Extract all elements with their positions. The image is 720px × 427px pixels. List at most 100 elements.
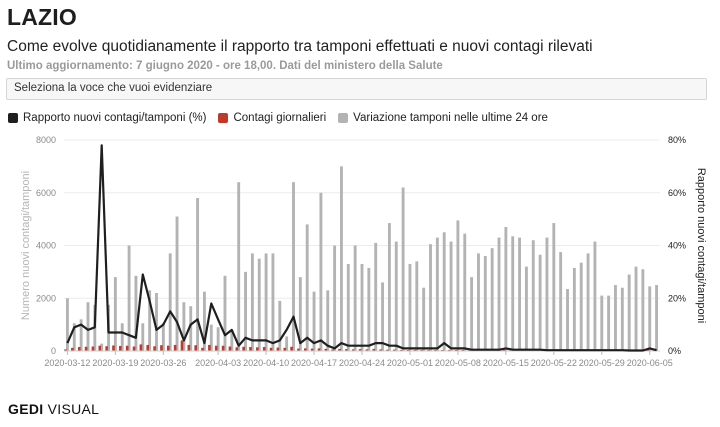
bar-tests <box>292 182 295 351</box>
bar-tests <box>346 263 350 351</box>
bar-tests <box>614 285 617 351</box>
bar-tests <box>470 277 474 351</box>
bar-tests <box>538 254 542 351</box>
y-right-tick-label: 20% <box>668 293 686 303</box>
bar-tests <box>415 261 419 351</box>
bar-tests <box>579 262 583 351</box>
bar-cases <box>112 345 115 351</box>
x-tick-label: 2020-03-19 <box>92 358 138 368</box>
bar-cases <box>194 345 197 351</box>
publisher-logo: GEDI VISUAL <box>8 401 99 417</box>
bar-tests <box>257 258 261 351</box>
bar-tests <box>230 329 234 351</box>
bar-cases <box>201 347 204 351</box>
bar-tests <box>572 267 576 351</box>
bar-cases <box>393 349 396 351</box>
y-right-tick-label: 60% <box>668 188 686 198</box>
bar-cases <box>290 346 293 351</box>
bar-cases <box>235 347 239 351</box>
bar-tests <box>196 198 200 351</box>
legend-item-tests[interactable]: Variazione tamponi nelle ultime 24 ore <box>338 112 548 124</box>
bar-tests <box>518 237 522 351</box>
x-tick-label: 2020-05-15 <box>483 358 529 368</box>
bar-cases <box>187 344 191 351</box>
bar-tests <box>394 241 398 351</box>
bar-cases <box>139 344 143 351</box>
y-left-tick-label: 0 <box>51 346 56 356</box>
bar-tests <box>381 282 384 351</box>
bar-tests <box>305 224 309 351</box>
bar-tests <box>429 244 432 351</box>
bar-tests <box>387 223 391 351</box>
x-tick-label: 2020-04-03 <box>195 358 241 368</box>
bar-tests <box>367 267 371 351</box>
bar-tests <box>155 292 158 351</box>
x-tick-label: 2020-03-12 <box>44 358 90 368</box>
bar-tests <box>65 298 69 351</box>
bar-tests <box>456 220 460 351</box>
x-tick-label: 2020-05-01 <box>387 358 433 368</box>
y-left-tick-label: 8000 <box>36 135 56 145</box>
x-tick-label: 2020-04-17 <box>291 358 337 368</box>
bar-tests <box>408 263 412 351</box>
bar-tests <box>161 323 165 351</box>
bar-tests <box>319 192 323 351</box>
bar-tests <box>422 287 426 351</box>
bar-tests <box>264 253 268 351</box>
bar-cases <box>262 347 266 351</box>
bar-cases <box>160 345 163 351</box>
highlight-series-select[interactable]: Seleziona la voce che vuoi evidenziare <box>6 78 707 100</box>
bar-tests <box>655 285 659 351</box>
page-subtitle: Come evolve quotidianamente il rapporto … <box>7 38 593 55</box>
bar-tests <box>271 253 275 351</box>
page-title: LAZIO <box>7 4 77 30</box>
bar-tests <box>497 237 501 351</box>
y-right-axis-title: Rapporto nuovi contagi/tamponi <box>695 168 707 323</box>
bar-tests <box>168 253 172 351</box>
y-right-tick-label: 40% <box>668 241 686 251</box>
bar-cases <box>153 346 156 351</box>
bar-cases <box>119 345 122 351</box>
bar-cases <box>413 349 417 351</box>
bar-tests <box>559 252 563 351</box>
bar-tests <box>634 266 638 351</box>
x-tick-label: 2020-06-05 <box>627 358 673 368</box>
bar-cases <box>71 347 74 351</box>
legend-item-ratio[interactable]: Rapporto nuovi contagi/tamponi (%) <box>8 112 206 124</box>
bar-tests <box>600 295 604 351</box>
bar-tests <box>360 263 364 351</box>
bar-tests <box>566 289 569 351</box>
bar-tests <box>141 323 145 351</box>
legend-item-cases[interactable]: Contagi giornalieri <box>218 112 326 124</box>
y-left-tick-label: 4000 <box>36 241 56 251</box>
bar-cases <box>386 349 389 351</box>
bar-tests <box>244 271 247 351</box>
bar-cases <box>351 349 355 351</box>
bar-cases <box>317 348 321 351</box>
bar-cases <box>324 348 328 351</box>
bar-tests <box>511 236 515 351</box>
x-tick-label: 2020-05-29 <box>579 358 625 368</box>
bar-tests <box>278 300 282 351</box>
y-left-tick-label: 6000 <box>36 188 56 198</box>
bar-tests <box>620 287 624 351</box>
bar-cases <box>173 344 177 351</box>
legend-swatch-ratio <box>8 113 18 123</box>
line-ratio <box>66 144 657 352</box>
bar-cases <box>221 345 225 351</box>
bar-cases <box>379 349 382 351</box>
bar-cases <box>276 347 280 351</box>
bar-tests <box>627 274 631 351</box>
bar-cases <box>125 345 129 351</box>
bar-tests <box>182 302 186 351</box>
bar-cases <box>146 344 150 351</box>
bar-cases <box>310 348 314 351</box>
bar-tests <box>202 291 206 351</box>
x-tick-label: 2020-05-08 <box>435 358 481 368</box>
bar-tests <box>250 253 254 351</box>
bar-tests <box>504 227 508 351</box>
bar-tests <box>127 245 131 351</box>
bar-cases <box>64 349 67 351</box>
bar-cases <box>228 346 232 351</box>
bar-tests <box>113 277 117 351</box>
